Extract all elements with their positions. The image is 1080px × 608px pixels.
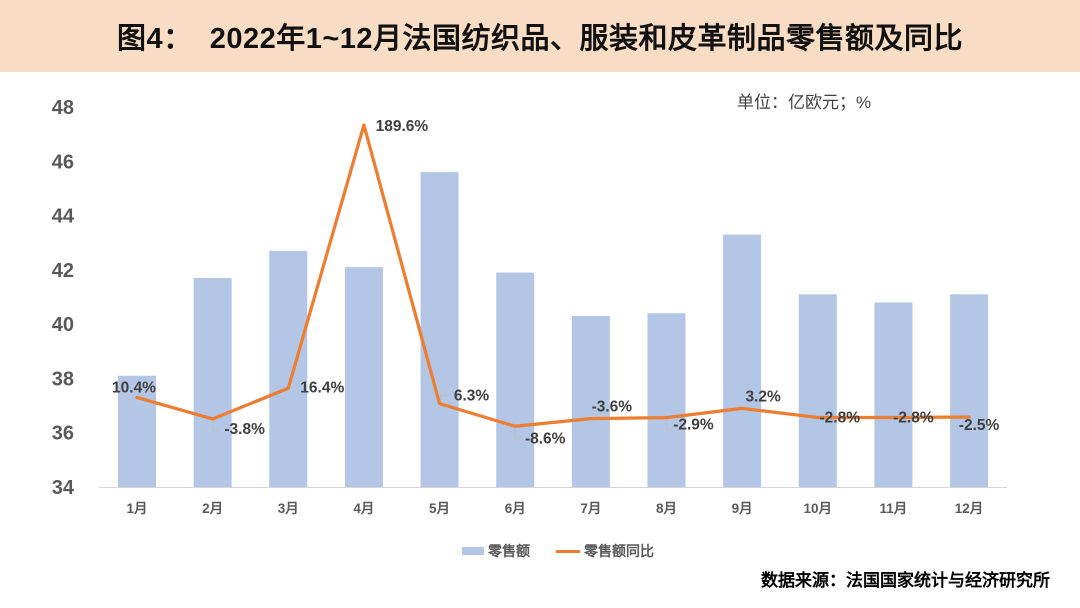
x-axis-tick: 12月 — [955, 501, 984, 516]
yoy-data-label: -2.8% — [893, 409, 934, 426]
bar-12月 — [950, 294, 989, 487]
yoy-line — [135, 123, 971, 428]
yoy-data-label: -2.9% — [673, 417, 714, 434]
x-axis-tick: 5月 — [429, 501, 450, 516]
x-axis-tick: 9月 — [732, 501, 753, 516]
yoy-data-label: 6.3% — [454, 388, 490, 405]
yoy-data-label: 10.4% — [112, 379, 156, 396]
legend-item-retail: 零售额 — [462, 541, 530, 561]
label-leader-line — [440, 395, 449, 402]
x-axis-tick: 7月 — [580, 501, 601, 516]
data-source: 数据来源：法国国家统计与经济研究所 — [761, 571, 1050, 590]
bar-9月 — [723, 234, 762, 487]
chart-title-band: 图4： 2022年1~12月法国纺织品、服装和皮革制品零售额及同比 — [0, 0, 1080, 72]
label-leader-line — [212, 420, 219, 432]
bar-1月 — [118, 375, 156, 487]
x-axis-tick: 11月 — [880, 501, 908, 516]
unit-label: 单位：亿欧元；% — [737, 93, 872, 112]
yoy-data-label: -2.5% — [959, 417, 1000, 434]
line-series-swatch — [556, 549, 580, 553]
bar-8月 — [647, 313, 686, 487]
label-leader-line — [514, 428, 522, 439]
chart-title: 图4： 2022年1~12月法国纺织品、服装和皮革制品零售额及同比 — [116, 23, 964, 55]
legend-item-yoy: 零售额同比 — [556, 541, 654, 561]
x-axis-tick: 8月 — [656, 501, 677, 516]
yoy-data-label: 3.2% — [745, 388, 781, 405]
x-axis-tick: 6月 — [505, 501, 526, 516]
legend-label-retail: 零售额 — [488, 543, 530, 559]
combo-chart: 34 36 38 40 42 44 46 48 10.4% -3.8% 16.4% 189.6% 6.3… — [52, 97, 1007, 516]
y-axis-tick: 44 — [52, 206, 75, 228]
legend-label-yoy: 零售额同比 — [584, 543, 654, 559]
bar-4月 — [344, 267, 383, 487]
yoy-data-label: -3.8% — [224, 421, 265, 438]
x-axis-tick: 1月 — [126, 501, 147, 516]
yoy-data-label: 16.4% — [300, 379, 344, 396]
bar-10月 — [798, 294, 837, 487]
y-axis-tick: 36 — [52, 423, 74, 445]
x-axis-tick: 10月 — [803, 501, 832, 516]
y-axis-tick: 42 — [52, 260, 74, 282]
x-axis-tick: 3月 — [278, 501, 299, 516]
yoy-data-label: -8.6% — [525, 430, 566, 447]
bar-3月 — [269, 250, 308, 487]
yoy-data-label: -2.8% — [820, 409, 861, 426]
label-leader-line — [665, 419, 673, 431]
bar-11月 — [874, 302, 913, 487]
yoy-data-label: -3.6% — [592, 399, 633, 416]
bar-series-swatch — [462, 547, 484, 555]
x-axis-tick: 4月 — [353, 501, 374, 516]
x-axis-tick: 2月 — [202, 501, 223, 516]
y-axis-tick: 48 — [52, 97, 74, 119]
bar-5月 — [420, 172, 459, 487]
y-axis-tick: 34 — [52, 477, 75, 499]
y-axis-tick: 40 — [52, 314, 74, 336]
y-axis-tick: 46 — [52, 151, 74, 173]
chart-legend: 零售额 零售额同比 — [462, 542, 654, 560]
yoy-data-label: 189.6% — [376, 118, 429, 135]
y-axis-tick: 38 — [52, 368, 74, 390]
chart-plot-area: 34 36 38 40 42 44 46 48 10.4% -3.8% 16.4% 189.6% 6.3… — [0, 72, 1080, 522]
bar-6月 — [496, 272, 535, 487]
bar-7月 — [571, 315, 610, 487]
bar-2月 — [193, 277, 232, 487]
